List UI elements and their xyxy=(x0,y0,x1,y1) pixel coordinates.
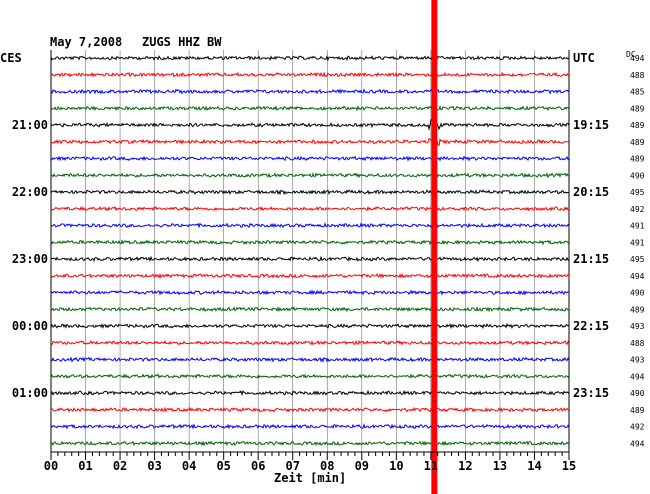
dc-value-16: 493 xyxy=(630,322,645,331)
dc-value-9: 492 xyxy=(630,205,645,214)
dc-value-18: 493 xyxy=(630,356,645,365)
left-time-label-20: 01:00 xyxy=(12,386,48,400)
left-timezone: CES xyxy=(0,51,22,65)
grid-lines xyxy=(50,50,570,452)
trace-row-19 xyxy=(50,373,570,379)
trace-row-12 xyxy=(50,255,570,263)
dc-value-3: 489 xyxy=(630,104,645,113)
x-tick-label-03: 03 xyxy=(147,459,161,473)
trace-row-2 xyxy=(50,88,570,95)
x-axis: 00 01 02 03 04 05 06 07 08 09 10 11 12 13 14 15 xyxy=(44,451,576,473)
trace-row-8 xyxy=(50,189,570,196)
dc-value-11: 491 xyxy=(630,238,645,247)
dc-value-4: 489 xyxy=(630,121,645,130)
trace-row-6 xyxy=(50,155,570,162)
trace-row-15 xyxy=(50,306,570,313)
dc-header: DC xyxy=(626,50,636,59)
trace-row-11 xyxy=(50,239,570,246)
dc-value-14: 490 xyxy=(630,289,645,298)
trace-row-21 xyxy=(50,406,570,413)
trace-row-17 xyxy=(50,339,570,346)
dc-value-8: 495 xyxy=(630,188,645,197)
dc-value-17: 488 xyxy=(630,339,645,348)
dc-value-2: 485 xyxy=(630,88,645,97)
left-time-label-12: 23:00 xyxy=(12,252,48,266)
trace-row-0 xyxy=(50,54,570,62)
trace-row-5 xyxy=(50,137,570,147)
right-time-label-0: UTC xyxy=(573,51,595,65)
x-tick-label-14: 14 xyxy=(527,459,541,473)
trace-row-13 xyxy=(50,272,570,279)
x-tick-label-04: 04 xyxy=(182,459,196,473)
trace-row-14 xyxy=(50,289,570,296)
event-marker-layer xyxy=(431,0,438,494)
dc-value-6: 489 xyxy=(630,155,645,164)
x-tick-label-10: 10 xyxy=(389,459,403,473)
dc-value-10: 491 xyxy=(630,222,645,231)
trace-row-1 xyxy=(50,71,570,78)
row-labels: 21:00 22:00 23:00 00:00 01:00 UTC 19:15 20:15 21… xyxy=(12,51,645,448)
dc-value-13: 494 xyxy=(630,272,645,281)
trace-row-9 xyxy=(50,205,570,212)
trace-row-23 xyxy=(50,440,570,447)
trace-row-18 xyxy=(50,356,570,363)
dc-value-21: 489 xyxy=(630,406,645,415)
dc-value-12: 495 xyxy=(630,255,645,264)
right-time-label-12: 21:15 xyxy=(573,252,609,266)
x-tick-label-12: 12 xyxy=(458,459,472,473)
dc-value-7: 490 xyxy=(630,171,645,180)
seismic-traces xyxy=(50,54,570,447)
right-time-label-8: 20:15 xyxy=(573,185,609,199)
x-tick-label-07: 07 xyxy=(286,459,300,473)
dc-value-15: 489 xyxy=(630,305,645,314)
right-time-label-20: 23:15 xyxy=(573,386,609,400)
x-tick-label-09: 09 xyxy=(355,459,369,473)
chart-station: ZUGS HHZ BW xyxy=(142,35,222,49)
left-time-label-16: 00:00 xyxy=(12,319,48,333)
left-time-label-4: 21:00 xyxy=(12,118,48,132)
dc-value-19: 494 xyxy=(630,372,645,381)
x-tick-label-02: 02 xyxy=(113,459,127,473)
trace-row-20 xyxy=(50,389,570,397)
dc-value-5: 489 xyxy=(630,138,645,147)
dc-value-0: 494 xyxy=(630,54,645,63)
chart-date: May 7,2008 xyxy=(50,35,122,49)
dc-value-1: 488 xyxy=(630,71,645,80)
x-tick-label-08: 08 xyxy=(320,459,334,473)
trace-row-22 xyxy=(50,423,570,430)
trace-row-10 xyxy=(50,222,570,229)
right-time-label-16: 22:15 xyxy=(573,319,609,333)
event-marker xyxy=(431,0,438,494)
x-tick-label-13: 13 xyxy=(493,459,507,473)
dc-value-20: 490 xyxy=(630,389,645,398)
x-tick-label-00: 00 xyxy=(44,459,58,473)
trace-row-7 xyxy=(50,172,570,179)
trace-row-4 xyxy=(50,117,570,131)
x-axis-label: Zeit [min] xyxy=(274,471,346,485)
trace-row-3 xyxy=(50,103,570,112)
trace-row-16 xyxy=(50,323,570,330)
x-tick-label-01: 01 xyxy=(78,459,92,473)
dc-value-23: 494 xyxy=(630,439,645,448)
right-time-label-4: 19:15 xyxy=(573,118,609,132)
x-tick-label-11: 11 xyxy=(424,459,438,473)
x-tick-label-05: 05 xyxy=(216,459,230,473)
x-tick-label-06: 06 xyxy=(251,459,265,473)
x-tick-label-15: 15 xyxy=(562,459,576,473)
dc-value-22: 492 xyxy=(630,423,645,432)
left-time-label-8: 22:00 xyxy=(12,185,48,199)
